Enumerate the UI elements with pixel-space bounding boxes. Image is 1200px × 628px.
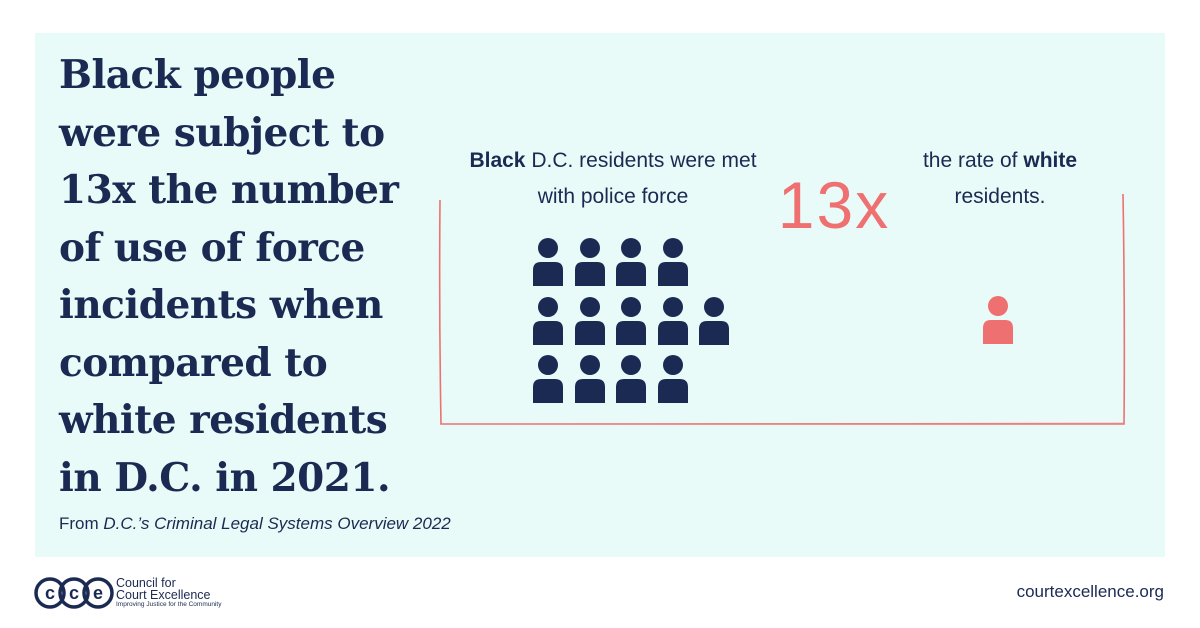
source-title: D.C.’s Criminal Legal Systems Overview 2… (103, 514, 451, 533)
black-resident-person-icon (573, 355, 607, 403)
black-resident-person-icon (656, 355, 690, 403)
black-resident-person-icon (656, 296, 690, 345)
black-resident-person-icon (697, 296, 731, 345)
black-resident-person-icon (573, 238, 607, 286)
source-prefix: From (59, 514, 104, 533)
svg-text:c: c (69, 583, 79, 603)
black-resident-person-icon (531, 355, 565, 403)
svg-text:c: c (45, 583, 55, 603)
comparison-frame (438, 193, 1126, 425)
white-residents-label: the rate of white residents. (922, 149, 1078, 208)
website-url: courtexcellence.org (1016, 582, 1164, 601)
svg-text:e: e (93, 583, 103, 603)
black-resident-person-icon (614, 296, 648, 345)
black-resident-person-icon (614, 238, 648, 286)
black-resident-person-icon (614, 355, 648, 403)
infographic-panel (35, 33, 1165, 557)
black-resident-person-icon (531, 296, 565, 345)
multiplier-value: 13x (777, 168, 891, 242)
black-resident-person-icon (656, 238, 690, 286)
black-resident-person-icon (531, 238, 565, 286)
logo-tagline: Improving Justice for the Community (116, 601, 222, 608)
cce-logo-mark: c c e (34, 577, 114, 609)
black-resident-person-icon (573, 296, 607, 345)
source-citation: From D.C.’s Criminal Legal Systems Overv… (59, 514, 451, 534)
headline: Black people were subject to 13x the num… (59, 52, 399, 501)
black-residents-label: Black D.C. residents were met with polic… (469, 149, 757, 208)
white-resident-person-icon (981, 296, 1015, 344)
logo-wordmark: Council for Court Excellence (116, 576, 211, 602)
